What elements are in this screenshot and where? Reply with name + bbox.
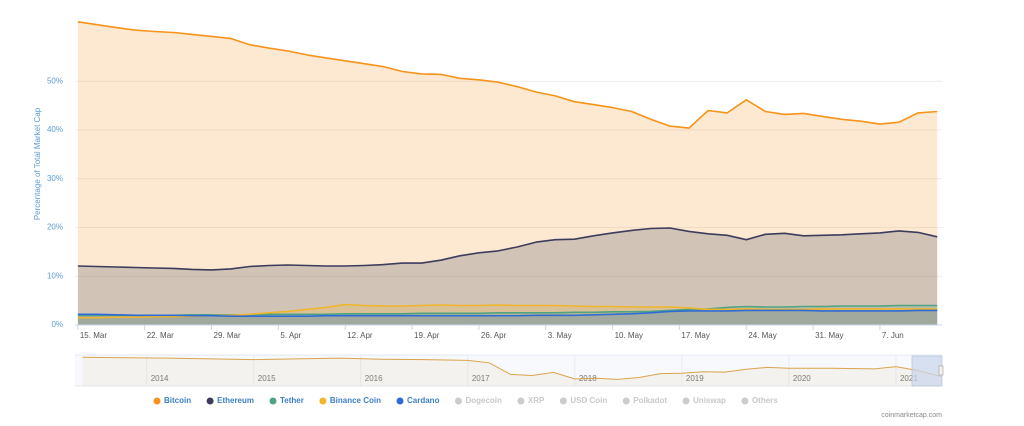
y-tick-label: 30% [47, 174, 63, 183]
legend: Bitcoin Ethereum Tether Binance Coin Cardano… [153, 396, 778, 405]
legend-label[interactable]: Ethereum [217, 396, 254, 405]
x-tick-label: 3. May [548, 331, 572, 340]
legend-label[interactable]: Dogecoin [465, 396, 502, 405]
series-line [77, 21, 938, 129]
legend-label[interactable]: XRP [528, 396, 545, 405]
x-tick-label: 29. Mar [214, 331, 241, 340]
legend-marker [517, 397, 525, 405]
lines [77, 21, 938, 319]
navigator-tick-label: 2014 [151, 374, 169, 383]
legend-marker [269, 397, 277, 405]
navigator-tick-label: 2020 [793, 374, 811, 383]
navigator-selection[interactable] [911, 355, 943, 387]
legend-marker [454, 397, 462, 405]
x-tick-label: 24. May [748, 331, 776, 340]
y-tick-label: 40% [47, 125, 63, 134]
legend-marker [559, 397, 567, 405]
legend-label[interactable]: Others [752, 396, 778, 405]
legend-label[interactable]: USD Coin [570, 396, 607, 405]
x-tick-label: 17. May [681, 331, 709, 340]
axes: 0% 10% 20% 30% 40% 50% 15. Mar 22. Mar 29. Mar 5.… [47, 76, 942, 340]
navigator-line [82, 356, 943, 380]
navigator-tick-label: 2021 [900, 374, 918, 383]
legend-marker [622, 397, 630, 405]
x-tick-label: 7. Jun [882, 331, 904, 340]
navigator-tick-label: 2017 [472, 374, 490, 383]
navigator-area [82, 357, 942, 386]
series-area [77, 21, 938, 326]
y-tick-label: 50% [47, 76, 63, 85]
areas [77, 21, 938, 326]
legend-label[interactable]: Tether [280, 396, 304, 405]
series-line [77, 227, 938, 271]
series-line [77, 309, 938, 317]
legend-marker [206, 397, 214, 405]
series-area [77, 310, 938, 325]
series-area [77, 228, 938, 325]
y-tick-label: 20% [47, 223, 63, 232]
y-tick-label: 0% [51, 320, 63, 329]
y-tick-label: 10% [47, 271, 63, 280]
legend-label[interactable]: Uniswap [693, 396, 726, 405]
x-tick-label: 10. May [615, 331, 643, 340]
navigator-background [75, 355, 942, 386]
legend-label[interactable]: Cardano [407, 396, 440, 405]
legend-marker [741, 397, 749, 405]
legend-marker [396, 397, 404, 405]
legend-marker [153, 397, 161, 405]
x-tick-label: 5. Apr [280, 331, 301, 340]
legend-label[interactable]: Binance Coin [330, 396, 381, 405]
legend-label[interactable]: Polkadot [633, 396, 667, 405]
legend-marker [682, 397, 690, 405]
legend-marker [319, 397, 327, 405]
navigator-tick-label: 2015 [258, 374, 276, 383]
x-tick-label: 15. Mar [80, 331, 107, 340]
navigator-tick-label: 2019 [686, 374, 704, 383]
x-tick-label: 22. Mar [147, 331, 174, 340]
navigator-tick-label: 2016 [365, 374, 383, 383]
credit: coinmarketcap.com [881, 412, 942, 419]
navigator: 2014 2015 2016 2017 2018 2019 2020 2021 [75, 354, 943, 387]
navigator-handle[interactable] [938, 365, 944, 376]
x-tick-label: 31. May [815, 331, 843, 340]
legend-label[interactable]: Bitcoin [164, 396, 191, 405]
y-axis-title: Percentage of Total Market Cap [33, 107, 42, 220]
x-tick-label: 19. Apr [414, 331, 440, 340]
x-tick-label: 12. Apr [347, 331, 373, 340]
x-tick-label: 26. Apr [481, 331, 507, 340]
